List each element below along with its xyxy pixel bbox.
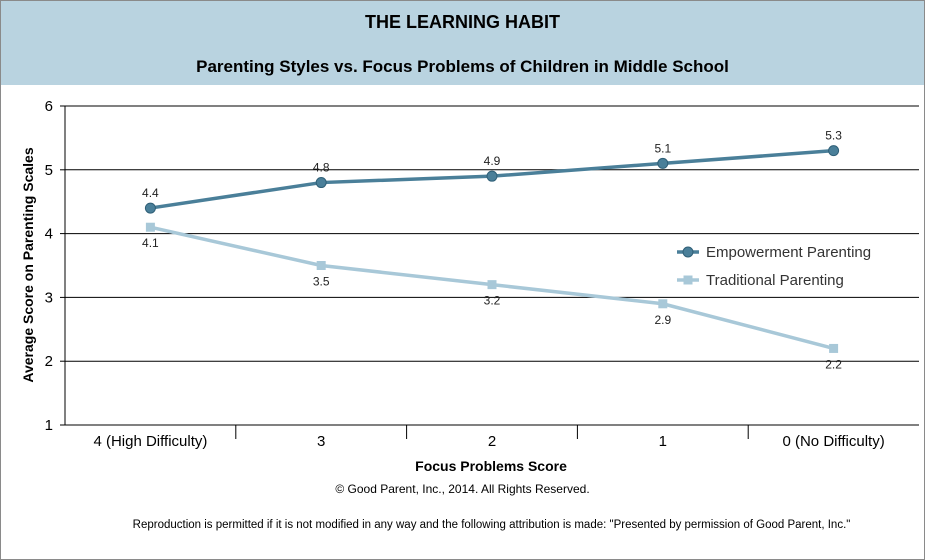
y-tick-label: 3	[45, 289, 53, 306]
y-tick-label: 4	[45, 226, 53, 243]
y-tick-label: 2	[45, 353, 53, 370]
data-label: 4.4	[142, 186, 159, 200]
data-point	[658, 299, 668, 309]
legend-marker	[682, 246, 694, 258]
data-label: 3.2	[484, 294, 501, 308]
y-tick-label: 1	[45, 417, 53, 434]
y-axis-title: Average Score on Parenting Scales	[20, 147, 36, 382]
y-tick-label: 5	[45, 162, 53, 179]
brand-title: THE LEARNING HABIT	[365, 12, 560, 32]
data-label: 4.8	[313, 161, 330, 175]
data-point	[828, 145, 840, 157]
x-tick-label: 4 (High Difficulty)	[93, 433, 207, 450]
chart-header: THE LEARNING HABIT Parenting Styles vs. …	[1, 1, 924, 85]
reproduction-notice: Reproduction is permitted if it is not m…	[132, 519, 851, 531]
data-point	[486, 170, 498, 182]
gridlines	[65, 105, 919, 362]
data-point	[316, 261, 326, 270]
legend-marker	[683, 275, 693, 285]
legend-label: Traditional Parenting	[706, 272, 844, 289]
data-label: 2.9	[654, 313, 671, 327]
data-label: 2.2	[825, 357, 842, 371]
data-point	[487, 280, 497, 290]
legend: Empowerment Parenting Traditional Parenti…	[677, 244, 871, 289]
data-label: 4.9	[484, 154, 501, 168]
data-point	[657, 157, 669, 169]
legend-label: Empowerment Parenting	[706, 244, 871, 261]
data-label: 3.5	[313, 275, 330, 289]
x-tick-label: 0 (No Difficulty)	[782, 433, 884, 450]
data-label: 4.1	[142, 236, 159, 250]
data-point	[145, 222, 155, 232]
data-point	[144, 202, 156, 214]
x-tick-label: 3	[317, 433, 325, 450]
x-tick-label: 2	[488, 433, 496, 450]
data-point	[315, 177, 327, 189]
x-tick-label: 1	[659, 433, 667, 450]
axes: 1 2 3 4 5 6 4 (High Difficulty) 3 2 1 0 (No Diffic…	[45, 98, 919, 450]
series-lines	[144, 145, 840, 353]
copyright-text: © Good Parent, Inc., 2014. All Rights Re…	[335, 482, 590, 496]
chart-title: Parenting Styles vs. Focus Problems of C…	[196, 57, 729, 76]
data-labels: 4.4 4.8 4.9 5.1 5.3 4.1 3.5 3.2 2.9 2.2	[142, 129, 842, 372]
data-label: 5.1	[654, 141, 671, 155]
data-point	[829, 343, 839, 353]
data-label: 5.3	[825, 129, 842, 143]
y-tick-label: 6	[45, 98, 53, 115]
x-axis-title: Focus Problems Score	[415, 458, 567, 474]
